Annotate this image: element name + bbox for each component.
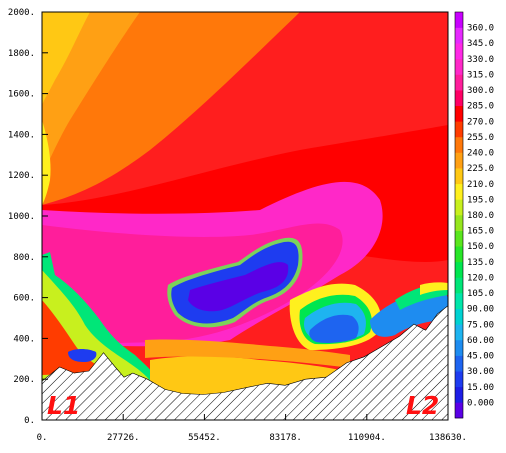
colorbar-tick-label: 30.00	[467, 367, 494, 377]
contour-region-lowerleft-red	[42, 300, 115, 375]
colorbar-swatch	[455, 152, 463, 169]
contour-region-yellow-edge	[42, 120, 51, 205]
colorbar-swatch	[455, 386, 463, 403]
colorbar-tick-label: 15.00	[467, 383, 494, 393]
colorbar-tick-label: 210.0	[467, 180, 494, 190]
x-tick-label: 0.	[37, 433, 48, 443]
annotation-l1: L1	[47, 391, 80, 420]
contour-region-farright-blue	[370, 291, 448, 337]
colorbar-swatch	[455, 12, 463, 28]
y-tick-label: 600.	[13, 294, 35, 304]
colorbar-swatch	[455, 136, 463, 153]
colorbar-swatch	[455, 261, 463, 278]
colorbar-tick-label: 360.0	[467, 24, 494, 34]
colorbar-swatch	[455, 402, 463, 419]
colorbar-tick-label: 120.0	[467, 274, 494, 284]
y-tick-label: 1400.	[8, 130, 35, 140]
y-tick-label: 800.	[13, 253, 35, 263]
colorbar-frame	[454, 11, 464, 419]
y-tick-label: 200.	[13, 375, 35, 385]
colorbar-tick-label: 165.0	[467, 227, 494, 237]
colorbar-tick-label: 270.0	[467, 117, 494, 127]
contour-region-right-blue	[309, 314, 359, 343]
colorbar-tick-label: 330.0	[467, 55, 494, 65]
colorbar-swatch	[455, 371, 463, 388]
colorbar-tick-label: 180.0	[467, 211, 494, 221]
colorbar-swatch	[455, 355, 463, 372]
colorbar-tick-label: 255.0	[467, 133, 494, 143]
colorbar-swatch	[455, 121, 463, 138]
colorbar-tick-label: 300.0	[467, 86, 494, 96]
colorbar-tick-label: 285.0	[467, 102, 494, 112]
x-axis: 0. 27726. 55452. 83178. 110904. 138630.	[37, 414, 467, 443]
y-tick-label: 1000.	[8, 212, 35, 222]
colorbar-tick-label: 195.0	[467, 195, 494, 205]
colorbar: 0.000 15.00 30.00 45.00 60.00 75.00 90.00 105.0…	[454, 11, 494, 419]
colorbar-swatch	[455, 246, 463, 263]
colorbar-tick-label: 240.0	[467, 149, 494, 159]
x-tick-label: 110904.	[348, 433, 386, 443]
colorbar-swatch	[455, 105, 463, 122]
colorbar-swatch	[455, 168, 463, 185]
colorbar-tick-label: 75.00	[467, 320, 494, 330]
x-tick-label: 83178.	[269, 433, 302, 443]
x-tick-label: 27726.	[107, 433, 140, 443]
contour-region-lowerleft-blue	[68, 349, 97, 362]
colorbar-tick-label: 135.0	[467, 258, 494, 268]
y-tick-label: 2000.	[8, 8, 35, 18]
colorbar-tick-label: 90.00	[467, 305, 494, 315]
colorbar-swatch	[455, 183, 463, 200]
contour-region-lightorange-corner	[42, 12, 90, 105]
plot-area	[42, 12, 448, 420]
colorbar-tick-label: 345.0	[467, 39, 494, 49]
colorbar-tick-label: 60.00	[467, 336, 494, 346]
y-tick-label: 1200.	[8, 171, 35, 181]
colorbar-swatch	[455, 324, 463, 341]
contour-region-center-orange	[145, 339, 350, 368]
colorbar-tick-label: 45.00	[467, 352, 494, 362]
colorbar-swatch	[455, 90, 463, 106]
colorbar-swatch	[455, 308, 463, 325]
colorbar-swatch	[455, 43, 463, 60]
colorbar-swatch	[455, 215, 463, 231]
colorbar-tick-label: 105.0	[467, 289, 494, 299]
colorbar-tick-label: 0.000	[467, 398, 494, 408]
y-tick-label: 0.	[24, 416, 35, 426]
colorbar-swatch	[455, 74, 463, 91]
x-tick-label: 55452.	[188, 433, 221, 443]
colorbar-tick-label: 225.0	[467, 164, 494, 174]
colorbar-swatch	[455, 58, 463, 75]
x-tick-label: 138630.	[429, 433, 467, 443]
colorbar-swatch	[455, 230, 463, 247]
colorbar-tick-label: 315.0	[467, 71, 494, 81]
colorbar-swatch	[455, 339, 463, 356]
contour-region-deepviolet-cell	[188, 262, 289, 312]
colorbar-swatch	[455, 27, 463, 44]
annotation-l2: L2	[406, 391, 439, 420]
colorbar-swatch	[455, 199, 463, 216]
y-tick-label: 400.	[13, 334, 35, 344]
y-tick-label: 1800.	[8, 49, 35, 59]
y-axis: 0. 200. 400. 600. 800. 1000. 1200. 1400. 1600. 18…	[8, 8, 48, 426]
colorbar-tick-label: 150.0	[467, 242, 494, 252]
y-tick-label: 1600.	[8, 90, 35, 100]
colorbar-swatch	[455, 293, 463, 309]
colorbar-swatch	[455, 277, 463, 294]
contour-region-farright-yellow	[420, 282, 448, 295]
terrain-hatch	[42, 305, 448, 420]
